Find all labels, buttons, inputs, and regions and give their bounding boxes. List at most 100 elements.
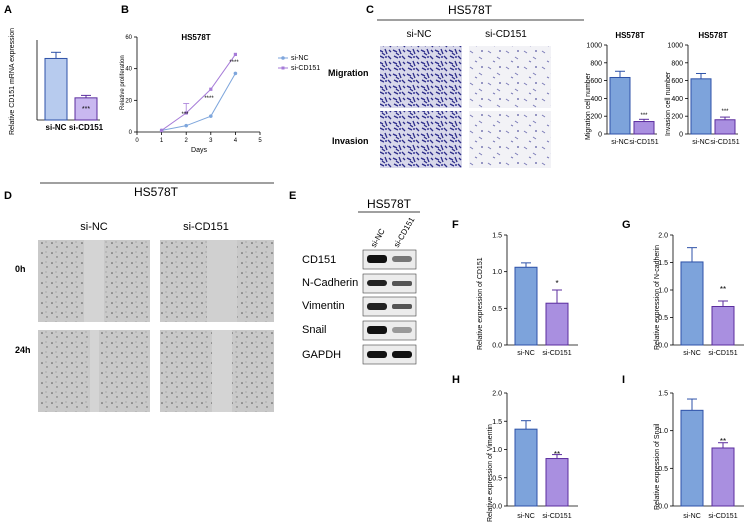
panel-b-xtick-label: 2	[185, 138, 189, 144]
panel-h-ytick-label: 1.0	[492, 447, 502, 454]
panel-e-title: HS578T	[367, 197, 412, 211]
panel-e-protein-cd151: CD151	[302, 254, 336, 266]
panel-a-ylabel: Relative CD151 mRNA expression	[9, 28, 16, 135]
panel-i-ytick-label: 1.5	[658, 391, 668, 398]
panel-b-ticks: 0 1 2 3 4 5 0 20 40 60	[125, 35, 262, 144]
panel-b-xtick-label: 1	[160, 138, 164, 144]
panel-label-e: E	[289, 190, 296, 202]
panel-d-row-24h: 24h	[15, 345, 31, 355]
panel-b-xtick-label: 3	[209, 138, 213, 144]
panel-d-row-0h: 0h	[15, 264, 26, 274]
panel-i: Relative expression of Snail 0.0 0.5 1.0 1.…	[654, 391, 744, 520]
panel-c2-bar-si-nc	[690, 78, 712, 135]
panel-c1-xtick-si-cd151: si-CD151	[629, 139, 658, 146]
panel-h-bars: 0.0 0.5 1.0 1.5 2.0	[492, 391, 569, 511]
blot-n-cadherin	[362, 273, 417, 294]
panel-c2-xtick-si-cd151: si-CD151	[710, 139, 739, 146]
panel-f-ylabel: Relative expression of CD151	[477, 257, 484, 350]
panel-b-stars-day3: ****	[204, 96, 214, 102]
panel-c2-xtick-si-nc: si-NC	[692, 139, 710, 146]
panel-label-h: H	[452, 374, 460, 386]
panel-f-bar-si-nc	[514, 266, 538, 346]
panel-i-xtick-si-cd151: si-CD151	[708, 513, 737, 520]
legend-si-cd151-marker	[281, 66, 285, 70]
panel-g-ytick-label: 1.5	[658, 260, 668, 267]
wound-24h-si-cd151-gap	[212, 330, 232, 412]
panel-h-ytick-label: 2.0	[492, 391, 502, 398]
legend-si-nc-label: si-NC	[291, 55, 309, 62]
panel-g-stars: **	[720, 285, 726, 294]
panel-h-bar-si-nc	[514, 428, 538, 507]
panel-g-xtick-si-nc: si-NC	[683, 350, 701, 357]
blot-vimentin	[362, 296, 417, 317]
panel-c-col-si-nc: si-NC	[407, 29, 432, 40]
panel-i-xtick-si-nc: si-NC	[683, 513, 701, 520]
panel-c-row-migration: Migration	[328, 68, 369, 78]
panel-c1-bar-si-cd151	[633, 121, 655, 135]
panel-c1-ytick-label: 800	[590, 60, 602, 67]
panel-f-ytick-label: 1.0	[492, 269, 502, 276]
panel-label-g: G	[622, 219, 631, 231]
panel-a-xtick-si-nc: si-NC	[46, 123, 67, 132]
panel-c1-ytick-label: 1000	[586, 43, 602, 50]
panel-h-bar-si-cd151	[545, 458, 569, 507]
panel-h-ytick-label: 1.5	[492, 419, 502, 426]
panel-f: Relative expression of CD151 0.0 0.5 1.0 1.…	[477, 233, 578, 357]
panel-c2-title: HS578T	[698, 31, 727, 40]
panel-a-bar-si-nc	[44, 57, 68, 121]
panel-c-row-invasion: Invasion	[332, 136, 369, 146]
panel-c2-ytick-label: 1000	[667, 43, 683, 50]
panel-f-stars: *	[555, 279, 558, 288]
panel-b-point-si-nc	[233, 71, 238, 76]
panel-label-f: F	[452, 219, 459, 231]
panel-b: HS578T Relative proliferation 0 1 2 3 4 5 0 20 4…	[120, 33, 320, 154]
panel-c: HS578T si-NC si-CD151 Migration Invasion…	[328, 3, 740, 168]
panel-c-col-si-cd151: si-CD151	[485, 29, 527, 40]
panel-g-ylabel: Relative expression of N-cadherin	[654, 245, 661, 350]
panel-i-ylabel: Relative expression of Snail	[654, 423, 661, 510]
panel-i-stars: **	[720, 437, 726, 446]
panel-b-xlabel: Days	[191, 147, 207, 154]
panel-e-lane-si-cd151: si-CD151	[392, 215, 417, 249]
panel-b-xtick-label: 0	[135, 138, 139, 144]
panel-label-i: I	[622, 374, 625, 386]
panel-i-ytick-label: 0.0	[658, 504, 668, 511]
panel-e-protein-snail: Snail	[302, 324, 326, 336]
panel-b-point-si-nc	[209, 114, 213, 118]
panel-i-ytick-label: 0.5	[658, 466, 668, 473]
invasion-si-nc-image	[380, 111, 462, 168]
panel-g: Relative expression of N-cadherin 0.0 0.5…	[654, 233, 744, 357]
panel-c1-title: HS578T	[615, 31, 644, 40]
panel-g-bar-si-nc	[680, 261, 704, 346]
panel-b-xtick-label: 4	[234, 138, 238, 144]
panel-c2-ylabel: Invasion cell number	[665, 71, 672, 136]
panel-f-bar-si-cd151	[545, 302, 569, 346]
panel-e: HS578T si-NC si-CD151 CD151 N-Cadherin V…	[302, 197, 420, 365]
panel-c1-ytick-label: 200	[590, 114, 602, 121]
panel-e-protein-vimentin: Vimentin	[302, 300, 345, 312]
panel-b-line-si-nc	[161, 73, 236, 131]
panel-b-ytick-label: 20	[125, 98, 132, 104]
panel-c2-ytick-label: 400	[671, 96, 683, 103]
panel-b-ytick-label: 40	[125, 67, 132, 73]
panel-g-ytick-label: 1.0	[658, 288, 668, 295]
panel-f-bars: 0.0 0.5 1.0 1.5	[492, 233, 569, 350]
panel-label-c: C	[366, 4, 374, 16]
panel-a-xtick-si-cd151: si-CD151	[69, 123, 104, 132]
panel-h-ylabel: Relative expression of Vimentin	[487, 424, 494, 522]
panel-c1-ylabel: Migration cell number	[585, 72, 592, 140]
panel-h-ytick-label: 0.5	[492, 475, 502, 482]
panel-c1-bars: 0 200 400 600 800 1000	[586, 43, 655, 139]
panel-g-bar-si-cd151	[711, 306, 735, 346]
panel-i-bar-si-cd151	[711, 447, 735, 507]
panel-c2-stars: ***	[721, 109, 729, 115]
panel-h-xtick-si-cd151: si-CD151	[542, 513, 571, 520]
blot-cd151	[362, 249, 417, 270]
panel-c2-ytick-label: 600	[671, 78, 683, 85]
panel-c2-bars: 0 200 400 600 800 1000	[667, 43, 736, 139]
panel-b-point-si-cd151	[209, 87, 213, 91]
migration-si-cd151-image	[469, 46, 551, 108]
panel-d-col-si-cd151: si-CD151	[183, 221, 229, 233]
panel-i-bars: 0.0 0.5 1.0 1.5	[658, 391, 735, 511]
